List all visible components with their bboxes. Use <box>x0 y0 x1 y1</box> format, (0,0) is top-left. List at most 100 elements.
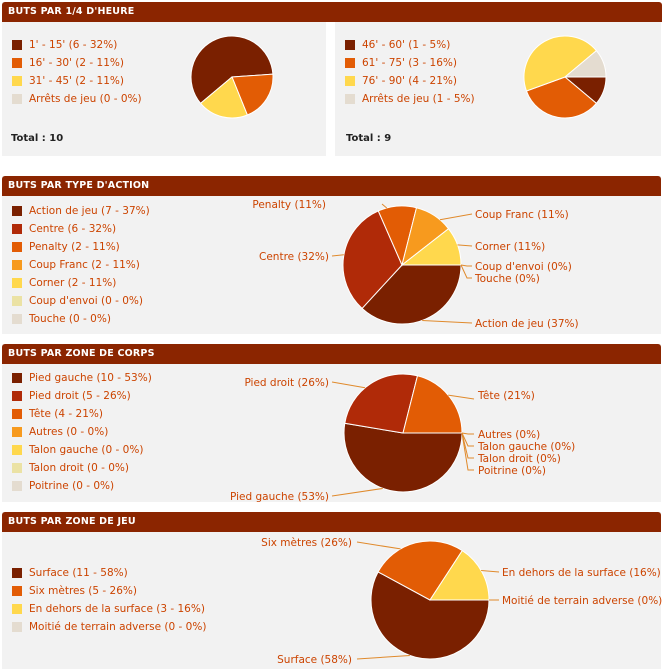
legend-item: 61' - 75' (3 - 16%) <box>345 54 475 72</box>
legend-item: Centre (6 - 32%) <box>12 220 150 238</box>
panel-quart-first-half: BUTS PAR 1/4 D'HEURE 1' - 15' (6 - 32%) 1… <box>2 2 662 156</box>
legend-label: Surface (11 - 58%) <box>29 567 128 579</box>
callout-line <box>460 264 472 267</box>
callout: Autres (0%) <box>461 429 540 441</box>
legend-item: 76' - 90' (4 - 21%) <box>345 72 475 90</box>
callout-label: Coup Franc (11%) <box>475 209 569 221</box>
callout-label: Moitié de terrain adverse (0%) <box>502 595 662 607</box>
total-q2: Total : 9 <box>346 133 392 144</box>
callout-label: Coup d'envoi (0%) <box>475 261 572 273</box>
legend-label: Pied droit (5 - 26%) <box>29 390 131 402</box>
legend-item: Poitrine (0 - 0%) <box>12 477 152 495</box>
legend-swatch <box>12 296 22 306</box>
legend-swatch <box>12 604 22 614</box>
legend-swatch <box>12 58 22 68</box>
callout: Talon droit (0%) <box>461 432 561 465</box>
callout: Talon gauche (0%) <box>461 432 575 453</box>
legend-swatch <box>12 481 22 491</box>
callout-line <box>422 319 473 324</box>
callout-line <box>461 432 474 471</box>
callout: Coup d'envoi (0%) <box>460 261 572 273</box>
pie-slice-76-90 <box>523 35 598 92</box>
legend-label: Moitié de terrain adverse (0 - 0%) <box>29 621 207 633</box>
callout-label: Pied droit (26%) <box>244 377 329 389</box>
legend-label: 46' - 60' (1 - 5%) <box>362 39 451 51</box>
legend-item: Arrêts de jeu (0 - 0%) <box>12 90 142 108</box>
callout-label: Action de jeu (37%) <box>475 318 579 330</box>
callout-label: Tête (21%) <box>477 390 535 402</box>
legend-item: Pied gauche (10 - 53%) <box>12 369 152 387</box>
legend-label: Arrêts de jeu (0 - 0%) <box>29 93 142 105</box>
legend-swatch <box>12 427 22 437</box>
legend-item: Touche (0 - 0%) <box>12 310 150 328</box>
callout-line <box>461 432 474 447</box>
panel-quart-second-half: 46' - 60' (1 - 5%) 61' - 75' (3 - 16%) 76'… <box>335 22 661 156</box>
pie-slice-six-metres <box>377 540 463 601</box>
legend-swatch <box>12 314 22 324</box>
callout-line <box>356 654 410 660</box>
legend-swatch <box>12 409 22 419</box>
callout-label: Touche (0%) <box>474 273 540 285</box>
callout: Pied gauche (53%) <box>230 487 383 503</box>
callout-line <box>439 213 473 221</box>
callout: En dehors de la surface (16%) <box>481 567 661 579</box>
pie-slice-16-30 <box>231 73 274 116</box>
legend-swatch <box>12 373 22 383</box>
pie-chart-action: Action de jeu (37%) Centre (32%) Penalty (… <box>252 199 579 330</box>
legend-swatch <box>12 76 22 86</box>
legend-label: Talon gauche (0 - 0%) <box>29 444 144 456</box>
section-title-jeu: BUTS PAR ZONE DE JEU <box>2 512 661 532</box>
legend-swatch <box>345 40 355 50</box>
legend-q1: 1' - 15' (6 - 32%) 16' - 30' (2 - 11%) 31'… <box>12 36 142 108</box>
callout: Centre (32%) <box>259 251 344 263</box>
legend-item: Moitié de terrain adverse (0 - 0%) <box>12 618 206 636</box>
callout-label: Six mètres (26%) <box>261 537 352 549</box>
legend-item: Six mètres (5 - 26%) <box>12 582 206 600</box>
legend-swatch <box>345 76 355 86</box>
legend-item: Action de jeu (7 - 37%) <box>12 202 150 220</box>
callout: Surface (58%) <box>277 654 410 666</box>
legend-item: Coup Franc (2 - 11%) <box>12 256 150 274</box>
callout-line <box>331 487 383 497</box>
legend-swatch <box>12 206 22 216</box>
callout-label: Poitrine (0%) <box>478 465 546 477</box>
callout-line <box>461 432 474 435</box>
legend-label: Coup Franc (2 - 11%) <box>29 259 140 271</box>
callout-line <box>460 264 472 279</box>
legend-item: Talon gauche (0 - 0%) <box>12 441 152 459</box>
callout-line <box>356 541 401 550</box>
legend-label: Talon droit (0 - 0%) <box>29 462 129 474</box>
legend-item: 1' - 15' (6 - 32%) <box>12 36 142 54</box>
callout-label: Penalty (11%) <box>252 199 326 211</box>
legend-swatch <box>345 58 355 68</box>
callout: Action de jeu (37%) <box>422 318 579 330</box>
pie-chart-q1 <box>190 35 274 119</box>
legend-label: Corner (2 - 11%) <box>29 277 117 289</box>
pie-slice-tete <box>402 375 463 434</box>
callout-label: Corner (11%) <box>475 241 545 253</box>
callout-line <box>481 570 500 573</box>
section-title-corps: BUTS PAR ZONE DE CORPS <box>2 344 661 364</box>
callout-label: Talon gauche (0%) <box>477 441 575 453</box>
legend-item: Arrêts de jeu (1 - 5%) <box>345 90 475 108</box>
legend-swatch <box>12 391 22 401</box>
legend-swatch <box>12 622 22 632</box>
legend-corps: Pied gauche (10 - 53%) Pied droit (5 - 26… <box>12 369 152 495</box>
legend-label: Poitrine (0 - 0%) <box>29 480 115 492</box>
callout: Touche (0%) <box>460 264 540 285</box>
legend-label: 16' - 30' (2 - 11%) <box>29 57 124 69</box>
callout-label: Autres (0%) <box>478 429 540 441</box>
legend-jeu: Surface (11 - 58%) Six mètres (5 - 26%) En… <box>12 564 206 636</box>
section-title-quart: BUTS PAR 1/4 D'HEURE <box>2 2 662 22</box>
callout-label: Centre (32%) <box>259 251 329 263</box>
legend-label: Pied gauche (10 - 53%) <box>29 372 152 384</box>
pie-slice-61-75 <box>525 76 598 119</box>
legend-item: Coup d'envoi (0 - 0%) <box>12 292 150 310</box>
legend-label: Tête (4 - 21%) <box>29 408 103 420</box>
legend-swatch <box>12 40 22 50</box>
legend-swatch <box>12 94 22 104</box>
legend-swatch <box>12 586 22 596</box>
legend-label: 76' - 90' (4 - 21%) <box>362 75 457 87</box>
legend-swatch <box>12 278 22 288</box>
callout-line <box>461 432 474 459</box>
